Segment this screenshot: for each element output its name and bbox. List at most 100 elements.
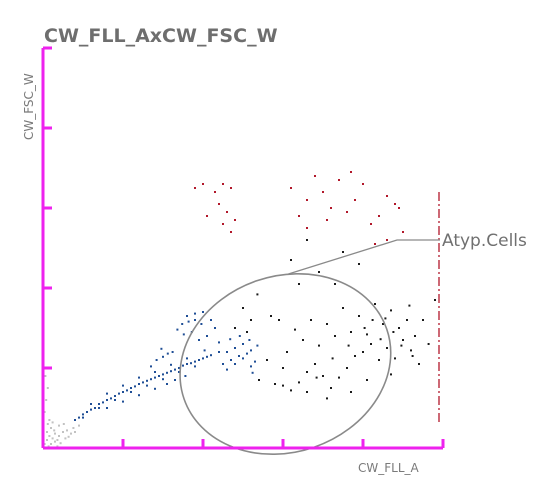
data-point [298, 381, 300, 384]
data-point [238, 355, 240, 357]
data-point [160, 347, 163, 350]
data-point [166, 383, 168, 385]
data-point [334, 283, 336, 285]
data-point [170, 370, 172, 373]
data-point [379, 338, 382, 341]
data-point [306, 391, 308, 393]
data-point [242, 343, 244, 345]
data-point [118, 392, 120, 395]
data-point [56, 439, 59, 441]
data-point [371, 319, 374, 321]
data-point [222, 223, 224, 225]
data-point [114, 399, 116, 401]
data-point [370, 223, 372, 225]
data-point [178, 367, 180, 369]
data-point [218, 351, 220, 353]
data-point [122, 384, 124, 387]
data-point [338, 179, 340, 181]
data-point [256, 293, 259, 296]
data-point [374, 303, 376, 305]
data-point [154, 376, 156, 379]
data-point [402, 339, 404, 341]
data-point [46, 423, 49, 425]
axes-layer [41, 46, 445, 450]
data-point [198, 359, 200, 361]
data-point [182, 333, 185, 336]
data-point [410, 349, 412, 352]
data-point [130, 391, 132, 393]
data-point [181, 323, 184, 325]
x-axis-label: CW_FLL_A [358, 461, 420, 475]
data-point [187, 320, 190, 323]
data-point [306, 239, 308, 241]
data-point [390, 309, 392, 312]
data-point [362, 183, 364, 185]
data-point [202, 311, 204, 313]
data-point [229, 338, 232, 341]
data-point [298, 283, 300, 285]
data-point [230, 231, 232, 233]
data-point [74, 431, 76, 433]
data-point [154, 387, 156, 390]
data-point [146, 384, 148, 387]
data-point [176, 328, 179, 331]
data-point [338, 376, 340, 379]
data-point [110, 397, 112, 400]
data-point [56, 445, 59, 448]
data-point [171, 351, 174, 353]
data-point [203, 349, 206, 352]
data-point [142, 381, 144, 384]
data-point [150, 378, 152, 381]
data-point [230, 359, 232, 361]
data-point [155, 359, 158, 361]
data-point [350, 331, 352, 333]
data-point [202, 183, 204, 185]
data-point [254, 360, 256, 363]
chart-title: CW_FLL_AxCW_FSC_W [44, 25, 278, 47]
data-point [78, 424, 80, 427]
data-point [270, 315, 272, 317]
data-point [358, 263, 360, 265]
data-point [194, 312, 196, 315]
data-point [278, 319, 280, 321]
data-point [366, 333, 368, 336]
data-point [394, 203, 396, 205]
data-point [166, 371, 168, 374]
data-point [266, 359, 268, 361]
data-point [354, 355, 356, 357]
data-point [46, 439, 48, 441]
data-point [48, 419, 51, 421]
data-point [45, 399, 48, 401]
data-point [226, 368, 228, 371]
data-point [250, 319, 252, 321]
data-point [290, 259, 292, 261]
data-point [206, 335, 208, 337]
data-point [366, 379, 368, 381]
data-point [386, 347, 388, 349]
data-point [146, 379, 148, 382]
data-point [102, 401, 104, 404]
data-point [234, 347, 236, 349]
data-point [106, 392, 108, 395]
data-point [290, 389, 292, 392]
data-point [194, 365, 196, 368]
data-point [59, 442, 62, 445]
y-axis-label: CW_FSC_W [22, 73, 36, 140]
data-point [274, 383, 276, 385]
data-point [382, 323, 384, 325]
data-point [178, 371, 180, 373]
data-point [222, 183, 224, 185]
data-point [51, 421, 54, 424]
data-point [322, 375, 324, 377]
data-point [346, 367, 348, 369]
data-point [326, 323, 328, 325]
data-point [298, 215, 300, 217]
gate-label: Atyp.Cells [442, 231, 527, 251]
data-point [150, 365, 152, 368]
data-point [62, 423, 65, 425]
data-point [318, 344, 320, 347]
data-point [422, 319, 424, 321]
data-point [322, 191, 324, 193]
data-point [362, 351, 364, 353]
data-point [98, 403, 100, 405]
